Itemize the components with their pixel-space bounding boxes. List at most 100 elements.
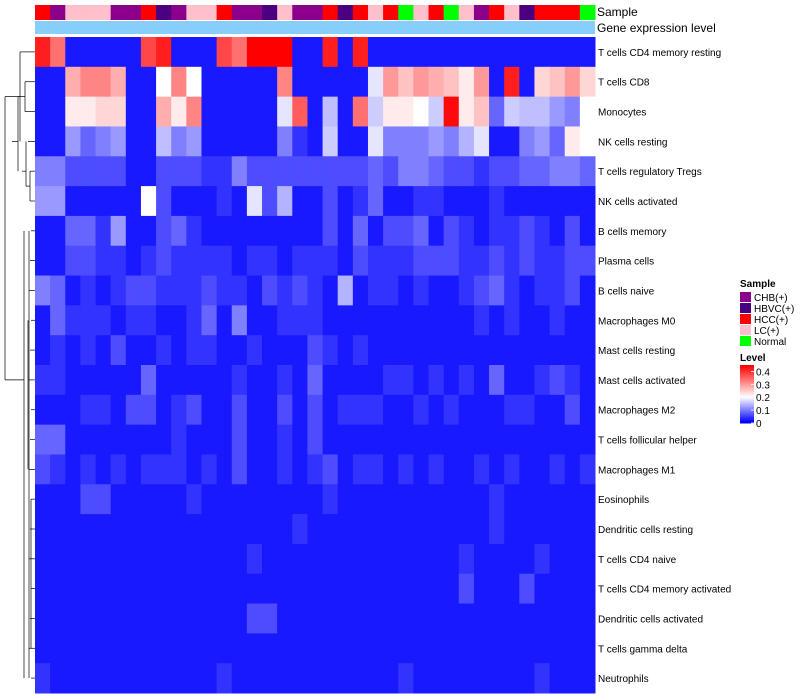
- heatmap-cell: [186, 394, 202, 426]
- heatmap-cell: [413, 186, 430, 217]
- heatmap-cell: [95, 335, 112, 366]
- heatmap-cell: [95, 573, 112, 605]
- heatmap-cell: [277, 424, 293, 455]
- heatmap-cell: [95, 156, 112, 187]
- heatmap-cell: [443, 424, 460, 455]
- level-gradient-step: [740, 370, 754, 373]
- heatmap-cell: [201, 96, 218, 127]
- heatmap-cell: [65, 484, 81, 515]
- heatmap-cell: [564, 156, 581, 187]
- heatmap-cell: [246, 603, 263, 634]
- heatmap-cell: [95, 37, 112, 68]
- heatmap-cell: [50, 126, 66, 157]
- heatmap-cell: [110, 633, 127, 664]
- heatmap-cell: [352, 335, 369, 366]
- heatmap-cell: [246, 454, 263, 485]
- level-gradient-step: [740, 375, 754, 378]
- heatmap-cell: [443, 126, 460, 157]
- heatmap-cell: [140, 215, 157, 247]
- heatmap-cell: [186, 126, 202, 157]
- heatmap-cell: [50, 215, 66, 247]
- heatmap-cell: [50, 186, 66, 217]
- heatmap-cell: [262, 543, 278, 575]
- heatmap-cell: [171, 245, 187, 277]
- level-tick-label: 0: [756, 419, 762, 430]
- heatmap-cell: [367, 603, 384, 634]
- heatmap-cell: [35, 37, 51, 68]
- heatmap-cell: [231, 245, 248, 277]
- heatmap-cell: [110, 126, 127, 157]
- heatmap-cell: [277, 245, 293, 277]
- heatmap-cell: [171, 215, 187, 247]
- heatmap-cell: [413, 633, 430, 664]
- heatmap-cell: [262, 424, 278, 455]
- heatmap-cell: [246, 245, 263, 277]
- heatmap-cell: [322, 603, 339, 634]
- heatmap-cell: [277, 633, 293, 664]
- heatmap-cell: [307, 663, 324, 694]
- heatmap-cell: [156, 394, 172, 426]
- heatmap-cell: [292, 96, 308, 127]
- heatmap-cell: [80, 275, 97, 306]
- level-gradient-step: [740, 420, 754, 423]
- row-label: T cells CD4 naive: [598, 555, 677, 566]
- heatmap-cell: [458, 305, 475, 336]
- heatmap-cell: [95, 305, 112, 336]
- heatmap-cell: [35, 394, 51, 426]
- heatmap-cell: [125, 245, 142, 277]
- heatmap-cell: [443, 156, 460, 187]
- heatmap-cell: [201, 633, 218, 664]
- heatmap-cell: [337, 484, 354, 515]
- heatmap-cell: [534, 484, 551, 515]
- heatmap-cell: [413, 663, 430, 694]
- heatmap-cell: [534, 66, 551, 98]
- heatmap-cell: [140, 96, 157, 127]
- heatmap-cell: [50, 37, 66, 68]
- heatmap-cell: [277, 37, 293, 68]
- heatmap-cell: [35, 96, 51, 127]
- heatmap-cell: [307, 126, 324, 157]
- heatmap-cell: [473, 543, 490, 575]
- heatmap-cell: [322, 454, 339, 485]
- heatmap-cell: [307, 275, 324, 306]
- heatmap-cell: [110, 245, 127, 277]
- sample-annotation-cell: [307, 5, 324, 20]
- heatmap-cell: [262, 603, 278, 634]
- heatmap-cell: [156, 573, 172, 605]
- heatmap-cell: [367, 245, 384, 277]
- heatmap-cell: [443, 514, 460, 545]
- heatmap-cell: [564, 275, 581, 306]
- heatmap-cell: [95, 66, 112, 98]
- heatmap-cell: [246, 543, 263, 575]
- heatmap-cell: [216, 186, 233, 217]
- heatmap-cell: [231, 66, 248, 98]
- heatmap-cell: [489, 573, 505, 605]
- heatmap-cell: [519, 543, 535, 575]
- heatmap-cell: [519, 335, 535, 366]
- heatmap-cell: [156, 454, 172, 485]
- heatmap-cell: [216, 305, 233, 336]
- heatmap-cell: [246, 424, 263, 455]
- heatmap-cell: [443, 66, 460, 98]
- heatmap-cell: [186, 365, 202, 396]
- row-label: NK cells resting: [598, 137, 667, 148]
- sample-annotation-cell: [534, 5, 551, 20]
- heatmap-cell: [231, 543, 248, 575]
- heatmap-cell: [216, 514, 233, 545]
- heatmap-cell: [231, 633, 248, 664]
- heatmap-cell: [383, 37, 399, 68]
- heatmap-cell: [186, 633, 202, 664]
- heatmap-cell: [519, 215, 535, 247]
- heatmap-cell: [80, 633, 97, 664]
- heatmap-cell: [307, 633, 324, 664]
- heatmap-cell: [519, 275, 535, 306]
- heatmap-cell: [367, 573, 384, 605]
- heatmap-cell: [549, 543, 566, 575]
- heatmap-cell: [322, 156, 339, 187]
- heatmap-cell: [489, 543, 505, 575]
- heatmap-cell: [398, 454, 414, 485]
- heatmap-cell: [489, 156, 505, 187]
- heatmap-cell: [549, 126, 566, 157]
- heatmap-cell: [504, 66, 520, 98]
- level-gradient-step: [740, 376, 754, 379]
